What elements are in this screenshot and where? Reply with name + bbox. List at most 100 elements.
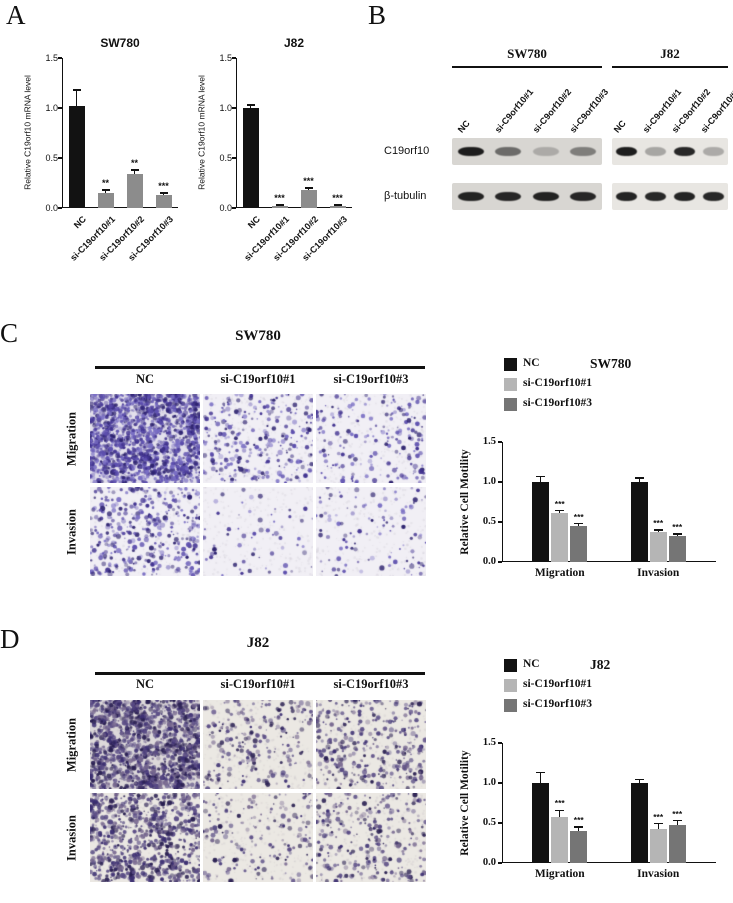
error-bar-cap (536, 475, 546, 477)
row-label-invasion: Invasion (64, 814, 78, 861)
legend-label: si-C19orf10#1 (523, 678, 592, 690)
legend-swatch (504, 699, 517, 712)
significance-stars: *** (332, 193, 343, 203)
motility-chart-j82: NC si-C19orf10#1 si-C19orf10#3 J82 Relative … (452, 653, 732, 903)
y-tick-label: 1.5 (482, 737, 496, 748)
transwell-underline-j82 (95, 672, 425, 675)
transwell-image-sw780-r0-c2 (316, 394, 426, 483)
y-tick-mark (498, 441, 502, 443)
error-bar-line (676, 820, 678, 825)
blot-band (616, 192, 637, 201)
significance-stars: ** (130, 158, 138, 168)
bar (668, 824, 686, 863)
significance-stars: *** (672, 522, 683, 532)
y-tick-mark (232, 157, 236, 159)
significance-stars: *** (554, 798, 565, 809)
error-bar-line (133, 170, 136, 174)
blot-band (570, 147, 597, 156)
x-category-label: Invasion (637, 567, 680, 579)
blot-group-name-j82: J82 (660, 46, 680, 61)
mrna-chart-j82: J82 Relative C19orf10 mRNA level 0.0 0.5 1.0… (190, 34, 362, 284)
transwell-image-j82-r0-c1 (203, 700, 313, 789)
blot-band (570, 192, 597, 201)
y-tick-label: 0.5 (482, 817, 496, 828)
bar (97, 193, 114, 208)
bar (68, 106, 85, 208)
significance-stars: *** (653, 518, 664, 528)
transwell-image-j82-r1-c2 (316, 793, 426, 882)
y-tick-mark (498, 862, 502, 864)
error-bar-line (578, 523, 580, 526)
error-bar-line (307, 188, 310, 190)
blot-band (457, 192, 484, 201)
error-bar-line (559, 810, 561, 817)
transwell-image-j82-r0-c2 (316, 700, 426, 789)
error-bar-line (676, 534, 678, 536)
y-tick-label: 0.5 (45, 153, 58, 163)
legend-swatch (504, 659, 517, 672)
error-bar-cap (246, 104, 255, 106)
error-bar-line (657, 823, 659, 829)
legend-swatch (504, 398, 517, 411)
error-bar-cap (333, 204, 342, 206)
bar (242, 108, 259, 208)
y-tick-label: 1.0 (482, 476, 496, 487)
chart-title: J82 (283, 36, 305, 50)
plot-area (502, 743, 716, 863)
y-tick-mark (58, 57, 62, 59)
column-label: si-C19orf10#1 (220, 372, 296, 386)
y-tick-label: 1.5 (45, 53, 58, 63)
plot-area (62, 58, 178, 208)
plot-area (502, 442, 716, 562)
y-tick-mark (498, 481, 502, 483)
y-tick-mark (498, 521, 502, 523)
y-tick-label: 0.0 (482, 556, 496, 567)
transwell-image-j82-r1-c1 (203, 793, 313, 882)
legend-swatch (504, 679, 517, 692)
transwell-image-sw780-r0-c1 (203, 394, 313, 483)
column-label: NC (135, 372, 155, 386)
transwell-title-j82: J82 (246, 635, 270, 651)
column-label: NC (135, 677, 155, 691)
blot-band (616, 147, 637, 156)
significance-stars: *** (303, 176, 314, 186)
bar (532, 783, 550, 863)
bar (630, 783, 648, 863)
row-label-invasion: Invasion (64, 508, 78, 555)
error-bar-cap (555, 510, 565, 512)
bar (570, 831, 588, 863)
plot-area (236, 58, 352, 208)
error-bar-cap (672, 820, 682, 822)
error-bar-cap (304, 187, 313, 189)
error-bar-cap (101, 189, 110, 191)
panel-b-label: B (368, 0, 387, 30)
bar (271, 206, 288, 208)
y-tick-mark (58, 157, 62, 159)
y-axis-label: Relative C19orf10 mRNA level (196, 75, 207, 190)
bar (649, 828, 667, 863)
bar (551, 816, 569, 863)
motility-chart-sw780: NC si-C19orf10#1 si-C19orf10#3 SW780 Relativ… (452, 352, 732, 602)
error-bar-cap (275, 204, 284, 206)
legend-label: NC (523, 357, 540, 369)
error-bar-cap (653, 529, 663, 531)
blot-band (532, 192, 559, 201)
blot-band (645, 192, 666, 201)
legend-label: si-C19orf10#1 (523, 377, 592, 389)
y-tick-mark (498, 822, 502, 824)
chart-title: SW780 (100, 36, 140, 50)
column-label: si-C19orf10#3 (333, 372, 409, 386)
bar (155, 195, 172, 208)
chart-title: J82 (590, 657, 611, 672)
transwell-image-sw780-r1-c1 (203, 487, 313, 576)
legend-label: si-C19orf10#3 (523, 698, 592, 710)
significance-stars: ** (101, 178, 109, 188)
error-bar-line (559, 510, 561, 514)
panel-d-label: D (0, 624, 20, 654)
blot-band (495, 192, 522, 201)
legend-swatch (504, 378, 517, 391)
significance-stars: *** (274, 193, 285, 203)
blot-group-underline-sw780 (452, 66, 602, 68)
x-category-label: Migration (534, 567, 585, 579)
